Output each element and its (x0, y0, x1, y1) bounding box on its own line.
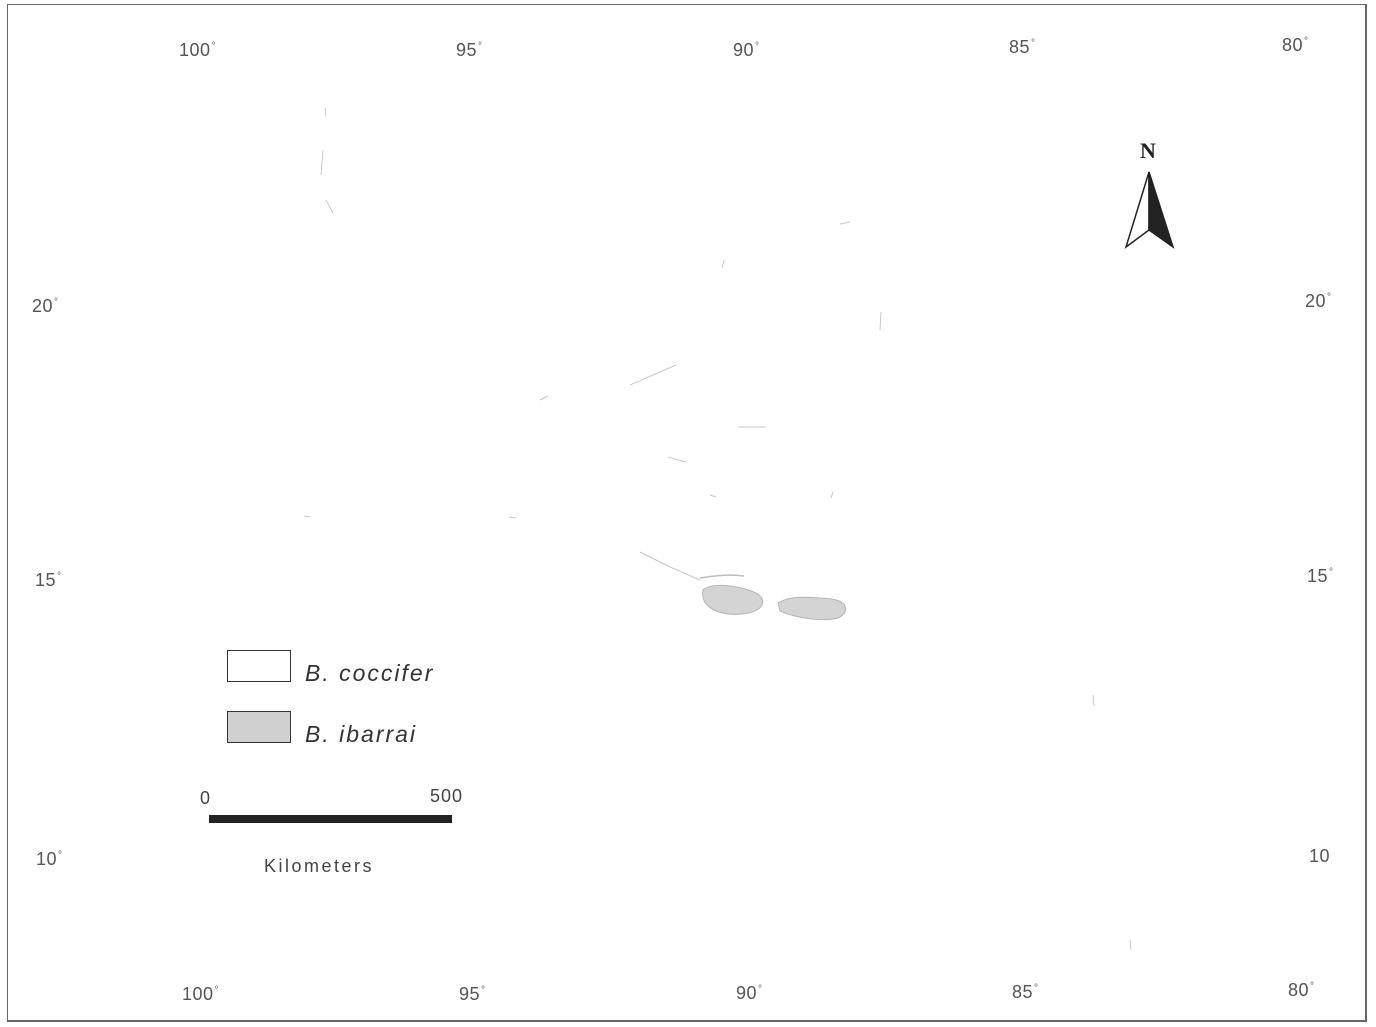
lat-tick-left: 20° (32, 296, 59, 316)
coast-trace (303, 515, 311, 518)
coast-trace (830, 491, 834, 499)
coast-trace (325, 199, 334, 214)
coast-trace (667, 456, 687, 463)
lon-tick-top: 100° (179, 40, 217, 60)
scale-bar-line (209, 815, 452, 823)
lat-tick-right: 20° (1305, 291, 1332, 311)
north-label: N (1140, 138, 1156, 163)
coast-trace (320, 149, 324, 176)
coast-trace (721, 259, 725, 269)
legend-label-coccifer: B. coccifer (305, 660, 435, 686)
ibarrai-range (699, 574, 847, 621)
map-frame (7, 4, 1367, 1022)
lon-tick-top: 80° (1282, 35, 1309, 55)
ibarrai-range-patch (702, 584, 764, 615)
ibarrai-range-edge (699, 574, 745, 579)
legend-label-ibarrai: B. ibarrai (305, 721, 418, 747)
lat-tick-left: 10° (36, 849, 63, 869)
north-arrow-icon (1124, 171, 1175, 249)
lon-tick-top: 90° (733, 40, 760, 60)
coast-trace (879, 311, 882, 331)
lon-tick-bottom: 95° (459, 984, 486, 1004)
coast-trace (709, 494, 717, 498)
legend-swatch-coccifer (227, 650, 291, 682)
lat-tick-left: 15° (35, 570, 62, 590)
coast-trace (324, 107, 327, 117)
scale-end-label: 500 (430, 786, 464, 806)
coast-trace (639, 551, 701, 581)
coast-trace (1129, 939, 1132, 951)
coast-trace (508, 516, 517, 519)
scale-start-label: 0 (200, 788, 212, 808)
lon-tick-bottom: 100° (182, 984, 220, 1004)
lat-tick-right: 15° (1307, 566, 1334, 586)
ibarrai-range-patch (777, 596, 847, 621)
lon-tick-bottom: 85° (1012, 982, 1039, 1002)
lon-tick-top: 95° (456, 40, 483, 60)
legend-swatch-ibarrai (227, 711, 291, 743)
lon-tick-top: 85° (1009, 37, 1036, 57)
coast-trace (629, 364, 677, 386)
coast-trace (839, 221, 851, 225)
lat-tick-right: 10 (1309, 846, 1331, 866)
coast-trace (539, 395, 549, 401)
lon-tick-bottom: 90° (736, 983, 763, 1003)
lon-tick-bottom: 80° (1288, 980, 1315, 1000)
scale-units-label: Kilometers (264, 856, 375, 876)
coast-trace (1092, 694, 1095, 707)
